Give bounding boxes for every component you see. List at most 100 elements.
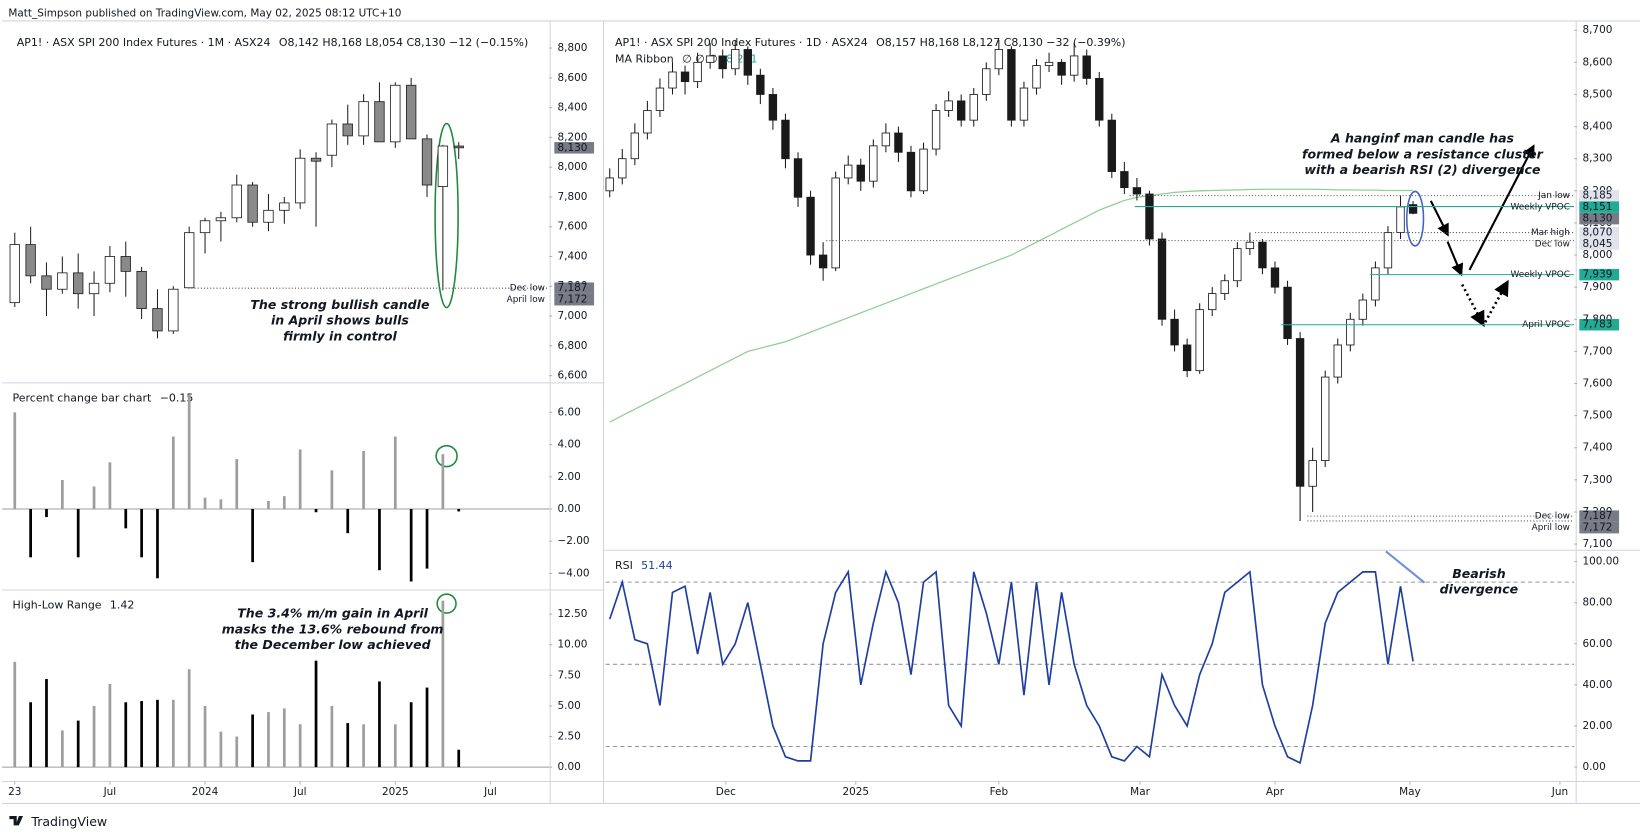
level-label: Dec low [510, 284, 545, 294]
bar [60, 480, 64, 510]
y-tick-label: 8,000 [1582, 249, 1612, 261]
y-tick-label: 7,900 [1582, 281, 1612, 293]
y-tick-label: 8,200 [557, 131, 587, 143]
candle-body [894, 132, 903, 153]
annotation: The 3.4% m/m gain in April [237, 606, 428, 621]
candle-body [1132, 187, 1142, 195]
bar [393, 436, 397, 510]
bar [425, 687, 429, 768]
candle-body [1057, 61, 1066, 76]
legend-value: O8,142 H8,168 L8,054 C8,130 −12 (−0.15%) [279, 36, 528, 49]
y-tick-label: 8,700 [1582, 24, 1612, 36]
candle-body [326, 123, 338, 156]
candle-body [906, 151, 916, 192]
bar [425, 509, 429, 569]
candle-body [1371, 267, 1380, 301]
bar [171, 436, 175, 510]
y-tick-label: 2.50 [557, 731, 580, 743]
panel-legend: Percent change bar chart −0.15 [13, 392, 194, 405]
bar [330, 705, 334, 768]
bar [441, 600, 445, 768]
x-tick-label: Apr [1266, 786, 1285, 798]
y-tick-label: 60.00 [1582, 638, 1612, 650]
y-tick-label: −2.00 [557, 535, 589, 547]
annotation: formed below a resistance cluster [1302, 146, 1544, 161]
panel-legend: AP1! · ASX SPI 200 Index Futures · 1D · … [615, 36, 1126, 49]
ma-line [609, 188, 1414, 423]
candle-body [342, 123, 353, 137]
level-label: April low [507, 295, 545, 305]
bar [203, 497, 207, 510]
bar [235, 459, 239, 510]
legend-value: O8,157 H8,168 L8,127 C8,130 −32 (−0.39%) [876, 36, 1125, 49]
bar [346, 723, 350, 768]
level-label: April low [1532, 523, 1570, 533]
bar [298, 724, 302, 768]
candle-body [1220, 280, 1229, 295]
bar [29, 509, 32, 558]
candle-body [1019, 87, 1029, 121]
bar [45, 679, 48, 768]
y-tick-label: 8,400 [1582, 121, 1612, 133]
y-tick-label: 40.00 [1582, 679, 1612, 691]
candle-body [405, 84, 417, 140]
candle-body [73, 272, 84, 295]
candle-body [831, 177, 840, 269]
candle-body [1283, 286, 1292, 339]
candle-body [1182, 344, 1192, 372]
drawings [434, 122, 1535, 614]
annotation: A hanginf man candle has [1330, 131, 1515, 146]
candle-body [1145, 193, 1154, 240]
candle-body [994, 49, 1004, 70]
y-tick-label: 10.00 [557, 639, 587, 651]
y-tick-label: 12.50 [557, 608, 587, 620]
annotation: The strong bullish candle [250, 297, 430, 312]
bar [76, 509, 80, 558]
candle-body [818, 254, 828, 269]
candle-body [215, 217, 227, 222]
rsi-line [608, 569, 1414, 765]
bar [457, 509, 461, 512]
candle-body [931, 110, 941, 150]
legend-value: 51.44 [641, 559, 672, 572]
x-tick-label: Jun [1551, 786, 1568, 798]
level-label: Weekly VPOC [1510, 203, 1569, 213]
price-label: 7,187 [1582, 510, 1612, 522]
bar [124, 702, 128, 768]
bar [13, 661, 17, 768]
y-tick-label: 8,300 [1582, 153, 1612, 165]
y-tick-label: 0.00 [557, 503, 580, 515]
ma-name: MA Ribbon [615, 53, 674, 66]
candle-body [168, 288, 179, 332]
candle-body [9, 244, 20, 304]
bar [92, 486, 96, 510]
bar [140, 509, 143, 558]
y-tick-label: 20.00 [1582, 720, 1612, 732]
bar [457, 749, 461, 768]
annotation: in April shows bulls [271, 313, 409, 328]
legend-value: 1.42 [110, 599, 134, 612]
bar [203, 705, 207, 768]
bar [362, 724, 365, 768]
candle-body [1170, 318, 1179, 346]
bar [76, 720, 80, 768]
y-tick-label: 7,500 [1582, 410, 1612, 422]
candle-body [1233, 248, 1242, 282]
y-tick-label: 5.00 [557, 700, 580, 712]
y-tick-label: 8,500 [1582, 88, 1612, 100]
bar [346, 509, 350, 534]
annotation: with a bearish RSI (2) divergence [1304, 162, 1541, 177]
candle-body [1157, 238, 1167, 320]
candle-body [768, 94, 778, 121]
bar [45, 509, 48, 518]
price-label: 7,172 [1582, 522, 1612, 534]
candle-body [1346, 318, 1355, 346]
candle-body [231, 184, 242, 219]
y-tick-label: 7,400 [557, 250, 587, 262]
level-label: Dec low [1535, 512, 1570, 522]
x-tick-label: Mar [1130, 786, 1150, 798]
candle-body [856, 164, 865, 182]
y-tick-label: 7,600 [1582, 378, 1612, 390]
candle-body [944, 100, 953, 111]
